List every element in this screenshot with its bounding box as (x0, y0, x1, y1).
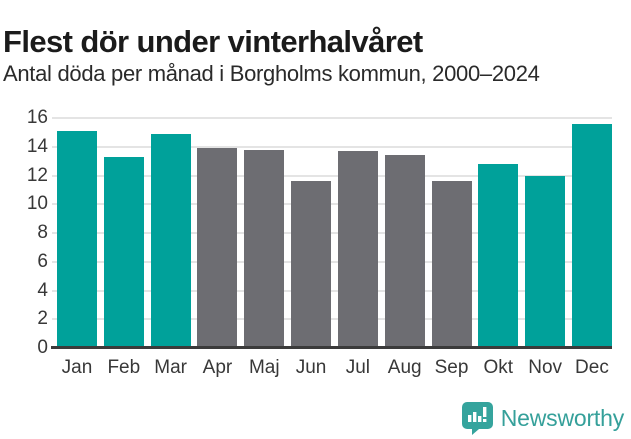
gridline-12 (52, 174, 612, 177)
gridline-10 (52, 203, 612, 206)
x-axis-line (51, 346, 612, 349)
bar-feb (103, 156, 144, 348)
x-tick-label-jun: Jun (295, 357, 327, 378)
gridline-2 (52, 318, 612, 321)
gridline-8 (52, 232, 612, 234)
y-tick-label-4: 4 (37, 279, 48, 301)
x-tick-label-maj: Maj (248, 357, 280, 378)
y-tick-label-6: 6 (37, 250, 48, 272)
bar-mar (150, 133, 191, 348)
y-tick-label-10: 10 (26, 193, 48, 215)
bar-okt (478, 164, 519, 348)
x-tick-label-aug: Aug (387, 357, 422, 378)
x-tick-label-apr: Apr (202, 357, 233, 378)
bar-jul (337, 151, 378, 348)
x-tick-label-mar: Mar (154, 357, 187, 378)
bar-aug (384, 155, 425, 348)
x-tick-label-dec: Dec (575, 357, 609, 378)
chart-subtitle: Antal döda per månad i Borgholms kommun,… (3, 61, 540, 86)
x-tick-label-sep: Sep (434, 357, 469, 378)
y-tick-label-2: 2 (37, 308, 48, 330)
brand-name: Newsworthy (500, 405, 624, 431)
x-tick-label-jan: Jan (61, 357, 93, 378)
bar-chart-speech-bubble-icon (461, 402, 493, 435)
x-tick-label-jul: Jul (345, 357, 371, 378)
page-title: Flest dör under vinterhalvåret (3, 23, 423, 59)
bar-apr (197, 148, 238, 348)
bar-maj (244, 149, 285, 348)
gridline-14 (52, 145, 612, 148)
x-tick-label-feb: Feb (107, 357, 141, 378)
bar-jan (57, 130, 97, 348)
y-tick-label-14: 14 (26, 135, 48, 157)
gridline-16 (52, 117, 612, 119)
grid-layer (52, 117, 612, 348)
bar-nov (525, 175, 566, 348)
bar-dec (571, 123, 612, 348)
bars-layer (57, 118, 612, 348)
bar-jun (291, 181, 332, 348)
x-tick-label-nov: Nov (528, 357, 563, 378)
gridline-6 (52, 260, 612, 263)
y-tick-label-0: 0 (37, 337, 48, 358)
y-tick-label-8: 8 (37, 222, 48, 243)
x-axis-labels: Jan Feb Mar Apr Maj Jun Jul Aug Sep Okt Nov Dec (57, 357, 612, 379)
newsworthy-brand: Newsworthy (461, 402, 624, 435)
gridline-4 (52, 289, 612, 292)
y-axis-labels: 0 2 4 6 8 10 12 14 16 (0, 0, 48, 439)
x-tick-label-okt: Okt (483, 357, 514, 378)
bar-sep (431, 181, 472, 348)
y-tick-label-16: 16 (26, 107, 48, 128)
y-tick-label-12: 12 (26, 164, 48, 186)
